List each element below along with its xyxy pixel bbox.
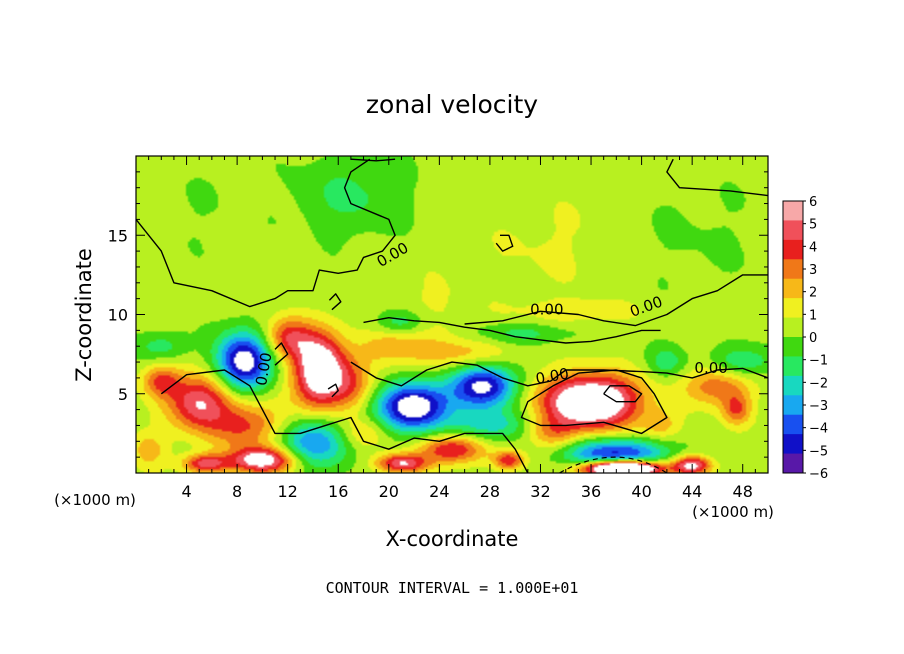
colorbar-tick-label: 2 xyxy=(809,286,817,301)
contour-line xyxy=(603,385,643,403)
contour-line xyxy=(274,342,289,366)
y-axis-label: Z-coordinate xyxy=(72,248,96,382)
contour-label: 0.00 xyxy=(694,359,727,377)
colorbar-tick-label: −2 xyxy=(809,376,828,391)
contour-line xyxy=(350,361,768,387)
colorbar-swatch xyxy=(783,201,803,221)
colorbar-tick-label: 0 xyxy=(809,331,817,346)
contour-line xyxy=(666,158,768,197)
colorbar-tick-label: 6 xyxy=(809,195,817,210)
contour-line xyxy=(160,369,529,473)
colorbar-tick-label: −4 xyxy=(809,422,828,437)
x-tick-label: 16 xyxy=(328,482,348,501)
colorbar-swatch xyxy=(783,414,803,435)
colorbar-tick-label: 4 xyxy=(809,240,817,255)
colorbar: 6 5 4 3 2 1 0 −1 −2 −3 −4 −5 −6 xyxy=(782,195,828,482)
x-tick-label: 4 xyxy=(181,482,191,501)
x-unit-label-right: (×1000 m) xyxy=(692,503,774,521)
x-tick-label: 20 xyxy=(379,482,399,501)
colorbar-swatch xyxy=(783,434,803,455)
x-axis-label: X-coordinate xyxy=(386,527,519,551)
contour-lines xyxy=(136,158,768,473)
contour-interval-note: CONTOUR INTERVAL = 1.000E+01 xyxy=(326,579,579,597)
colorbar-swatch xyxy=(783,220,803,241)
contour-label: 0.00 xyxy=(530,301,563,319)
x-tick-label: 12 xyxy=(278,482,298,501)
heatmap-image xyxy=(136,156,768,473)
colorbar-swatch xyxy=(783,375,803,396)
x-tick-label: 36 xyxy=(581,482,601,501)
contour-line xyxy=(136,158,396,308)
y-tick-label: 10 xyxy=(108,306,128,325)
y-tick-label: 5 xyxy=(118,385,128,404)
contour-line xyxy=(464,274,768,327)
contour-line xyxy=(495,234,514,252)
colorbar-swatch xyxy=(783,239,803,260)
y-axis: 5 10 15 xyxy=(108,171,768,458)
x-tick-label: 8 xyxy=(232,482,242,501)
x-tick-label: 44 xyxy=(682,482,702,501)
contour-line xyxy=(520,369,668,435)
x-tick-label: 24 xyxy=(429,482,449,501)
colorbar-swatch xyxy=(783,453,803,474)
contour-line xyxy=(363,317,661,344)
colorbar-tick-label: 1 xyxy=(809,308,817,323)
colorbar-tick-label: 5 xyxy=(809,218,817,233)
colorbar-swatch xyxy=(783,356,803,377)
contour-labels: 0.000.00 0.000.000.000.00 xyxy=(252,239,728,388)
contour-label: 0.00 xyxy=(252,351,276,387)
x-tick-label: 32 xyxy=(530,482,550,501)
x-tick-label: 48 xyxy=(733,482,753,501)
heatmap-field xyxy=(136,156,768,473)
x-unit-label-left: (×1000 m) xyxy=(54,491,136,509)
colorbar-tick-label: −3 xyxy=(809,399,828,414)
colorbar-swatch xyxy=(783,395,803,416)
colorbar-tick-label: −6 xyxy=(809,467,828,482)
colorbar-swatch xyxy=(783,317,803,338)
contour-line-negative xyxy=(559,456,668,473)
contour-line xyxy=(328,293,342,311)
colorbar-tick-label: −1 xyxy=(809,354,828,369)
contour-label: 0.00 xyxy=(534,364,570,388)
y-tick-label: 15 xyxy=(108,226,128,245)
x-axis: 4 8 12 16 20 24 28 32 36 40 44 48 xyxy=(148,156,756,501)
colorbar-swatch xyxy=(783,278,803,299)
contour-line xyxy=(327,383,339,398)
chart-title: zonal velocity xyxy=(366,90,538,119)
x-tick-label: 28 xyxy=(480,482,500,501)
colorbar-swatch xyxy=(783,337,803,357)
x-tick-label: 40 xyxy=(631,482,651,501)
colorbar-tick-label: −5 xyxy=(809,444,828,459)
colorbar-swatch xyxy=(783,298,803,319)
colorbar-tick-label: 3 xyxy=(809,263,817,278)
colorbar-swatch xyxy=(783,259,803,280)
